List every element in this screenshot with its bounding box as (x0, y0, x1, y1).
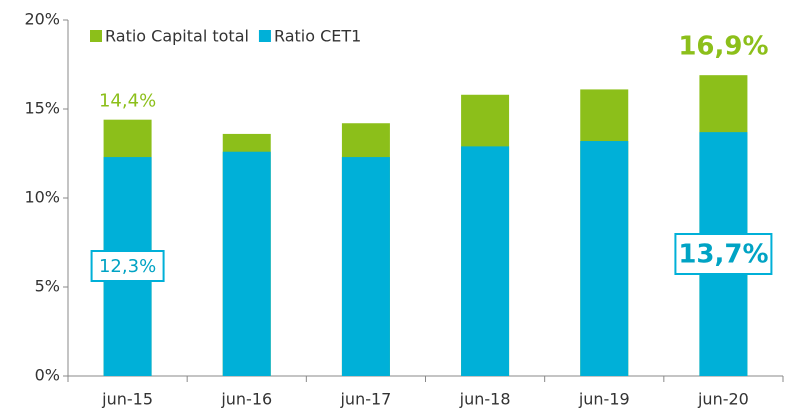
x-tick-label: jun-18 (459, 390, 511, 409)
y-tick-label: 10% (24, 188, 60, 207)
value-label-box (90, 250, 165, 282)
y-tick-label: 0% (35, 366, 60, 385)
y-tick-label: 5% (35, 277, 60, 296)
y-tick-label: 15% (24, 99, 60, 118)
x-tick-label: jun-19 (578, 390, 630, 409)
legend-label: Ratio CET1 (274, 27, 361, 46)
x-tick-label: jun-15 (101, 390, 153, 409)
bar (222, 151, 271, 376)
legend-swatch (90, 30, 102, 42)
x-tick-label: jun-17 (339, 390, 391, 409)
value-label: 13,7% (678, 240, 768, 270)
bar (341, 157, 390, 376)
bar (580, 141, 629, 376)
legend-label: Ratio Capital total (105, 27, 249, 46)
value-label: 12,3% (99, 256, 156, 277)
legend-swatch (258, 30, 271, 42)
y-tick-label: 20% (24, 10, 60, 29)
x-tick-label: jun-16 (220, 390, 272, 409)
value-label: 16,9% (678, 32, 768, 62)
bar (461, 146, 510, 376)
value-label-box (674, 233, 773, 275)
x-tick-label: jun-20 (697, 390, 749, 409)
value-label: 14,4% (99, 91, 156, 112)
